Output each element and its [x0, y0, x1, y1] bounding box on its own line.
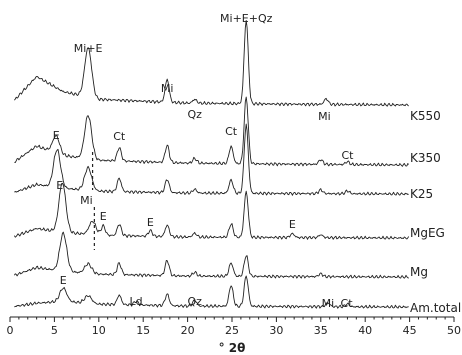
trace-k550: [14, 19, 409, 107]
x-axis-ticks: 0 5 10 15 20 25 30 35 40 45 50: [7, 317, 461, 337]
series-label: K350: [410, 151, 441, 165]
reference-dashes: [91, 152, 95, 250]
peak-label: E: [60, 274, 67, 287]
peak-label: Mi: [322, 297, 335, 310]
peak-label: Mi: [318, 110, 331, 123]
trace-k25: [14, 123, 409, 196]
trace-am-total: [14, 275, 409, 309]
x-tick-label: 45: [403, 324, 417, 337]
series-label: Mg: [410, 265, 428, 279]
peak-label: Ct: [225, 125, 238, 138]
trace-mgeg: [14, 182, 410, 240]
peak-label: Mi: [80, 194, 93, 207]
x-tick-label: 20: [181, 324, 195, 337]
peak-label: E: [147, 216, 154, 229]
peak-labels: Mi+E Mi+E+Qz Mi Qz Mi E Ct Ct Ct E Mi E E E E Ld Qz Mi Ct: [53, 12, 354, 310]
series-label: K550: [410, 109, 441, 123]
peak-label: Ct: [341, 297, 354, 310]
peak-label: Qz: [187, 295, 202, 308]
x-tick-label: 35: [314, 324, 328, 337]
peak-label: E: [53, 129, 60, 142]
x-tick-label: 15: [136, 324, 150, 337]
x-tick-label: 30: [269, 324, 283, 337]
x-tick-label: 50: [447, 324, 461, 337]
trace-k350: [14, 96, 410, 167]
peak-label: Mi: [161, 82, 174, 95]
series-label: K25: [410, 187, 433, 201]
x-axis-title: ° 2θ: [219, 341, 246, 355]
trace-mg: [14, 231, 409, 279]
peak-label: E: [56, 179, 63, 192]
peak-label: E: [289, 218, 296, 231]
peak-label: Mi+E: [74, 42, 103, 55]
peak-label: Ct: [341, 149, 354, 162]
x-tick-label: 5: [51, 324, 58, 337]
x-tick-label: 0: [7, 324, 14, 337]
peak-label: Qz: [187, 108, 202, 121]
x-tick-label: 10: [92, 324, 106, 337]
series-labels: K550 K350 K25 MgEG Mg Am.total: [410, 109, 461, 315]
x-tick-label: 25: [225, 324, 239, 337]
series-label: Am.total: [410, 301, 461, 315]
peak-label: Ld: [130, 295, 143, 308]
peak-label: Ct: [113, 130, 126, 143]
series-label: MgEG: [410, 226, 445, 240]
x-tick-label: 40: [358, 324, 372, 337]
peak-label: Mi+E+Qz: [220, 12, 273, 25]
peak-label: E: [100, 210, 107, 223]
diffraction-traces: [14, 19, 410, 309]
x-axis: 0 5 10 15 20 25 30 35 40 45 50 ° 2θ: [7, 316, 461, 355]
